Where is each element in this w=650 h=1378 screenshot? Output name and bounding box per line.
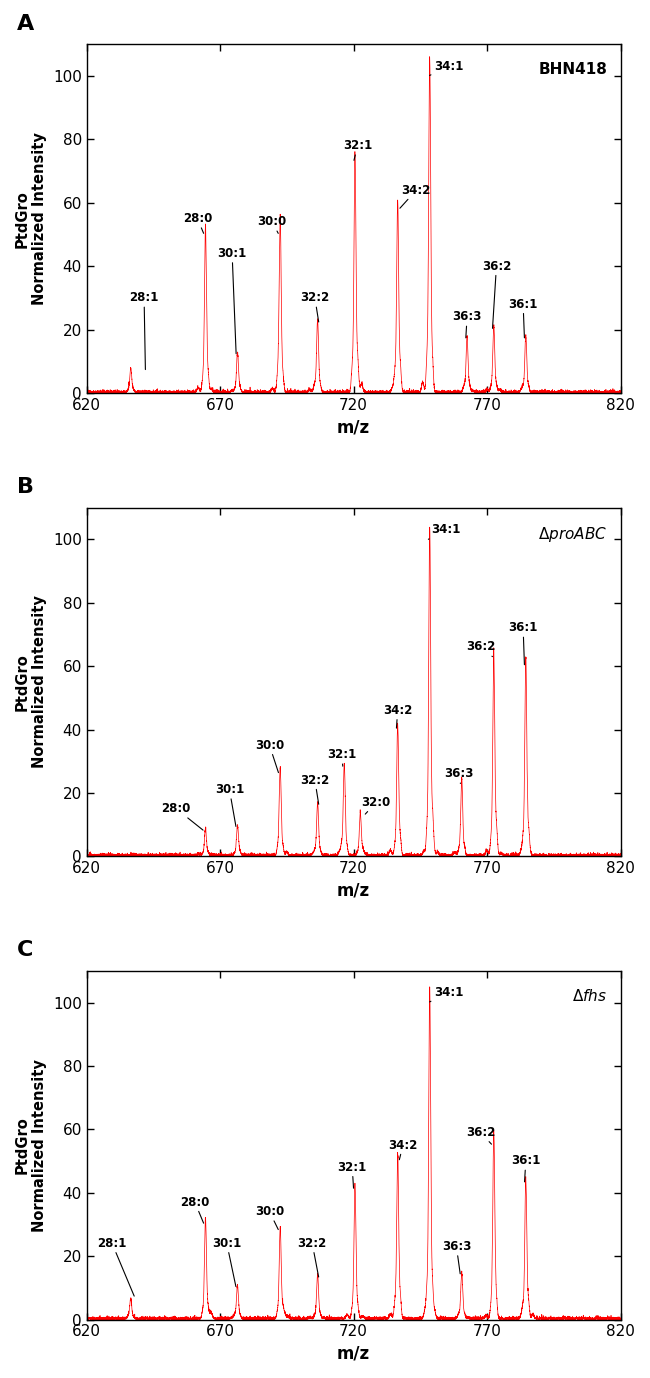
Text: 28:0: 28:0	[183, 212, 212, 233]
Text: B: B	[18, 477, 34, 497]
Text: 36:2: 36:2	[482, 259, 511, 328]
Text: A: A	[18, 14, 34, 34]
Text: 36:2: 36:2	[466, 641, 495, 656]
Text: 30:1: 30:1	[212, 1237, 241, 1287]
Text: 34:2: 34:2	[400, 183, 431, 208]
Text: 32:2: 32:2	[300, 773, 330, 805]
Text: 36:3: 36:3	[452, 310, 482, 338]
Text: 34:2: 34:2	[388, 1138, 418, 1160]
Text: 36:1: 36:1	[508, 621, 538, 664]
Y-axis label: PtdGro
Normalized Intensity: PtdGro Normalized Intensity	[15, 132, 47, 305]
Text: 34:1: 34:1	[428, 524, 460, 539]
Text: 34:1: 34:1	[430, 59, 463, 76]
Text: 30:0: 30:0	[257, 215, 287, 233]
Text: 28:1: 28:1	[98, 1237, 134, 1297]
Text: 36:2: 36:2	[466, 1126, 495, 1144]
Y-axis label: PtdGro
Normalized Intensity: PtdGro Normalized Intensity	[15, 1058, 47, 1232]
Y-axis label: PtdGro
Normalized Intensity: PtdGro Normalized Intensity	[15, 595, 47, 769]
X-axis label: m/z: m/z	[337, 419, 370, 437]
Text: 28:0: 28:0	[161, 802, 203, 830]
Text: 34:1: 34:1	[430, 987, 463, 1002]
Text: 32:1: 32:1	[343, 139, 372, 160]
Text: 28:1: 28:1	[129, 291, 159, 369]
Text: 36:1: 36:1	[508, 298, 538, 338]
Text: 30:1: 30:1	[218, 247, 247, 354]
Text: 32:0: 32:0	[361, 796, 391, 814]
Text: 36:3: 36:3	[442, 1240, 471, 1273]
Text: 34:2: 34:2	[383, 704, 412, 728]
Text: $\Delta$$\it{fhs}$: $\Delta$$\it{fhs}$	[572, 988, 607, 1005]
Text: 32:1: 32:1	[327, 748, 356, 766]
Text: BHN418: BHN418	[538, 62, 607, 77]
Text: 30:0: 30:0	[255, 1206, 284, 1229]
Text: 36:3: 36:3	[445, 768, 474, 784]
Text: 32:1: 32:1	[337, 1160, 367, 1188]
X-axis label: m/z: m/z	[337, 1345, 370, 1363]
Text: 28:0: 28:0	[180, 1196, 209, 1224]
Text: 30:1: 30:1	[214, 783, 244, 827]
Text: 32:2: 32:2	[298, 1237, 327, 1277]
Text: 32:2: 32:2	[300, 291, 330, 322]
Text: $\Delta$$\it{proABC}$: $\Delta$$\it{proABC}$	[538, 525, 607, 544]
Text: 36:1: 36:1	[511, 1155, 541, 1182]
X-axis label: m/z: m/z	[337, 882, 370, 900]
Text: C: C	[18, 940, 34, 960]
Text: 30:0: 30:0	[255, 739, 284, 773]
